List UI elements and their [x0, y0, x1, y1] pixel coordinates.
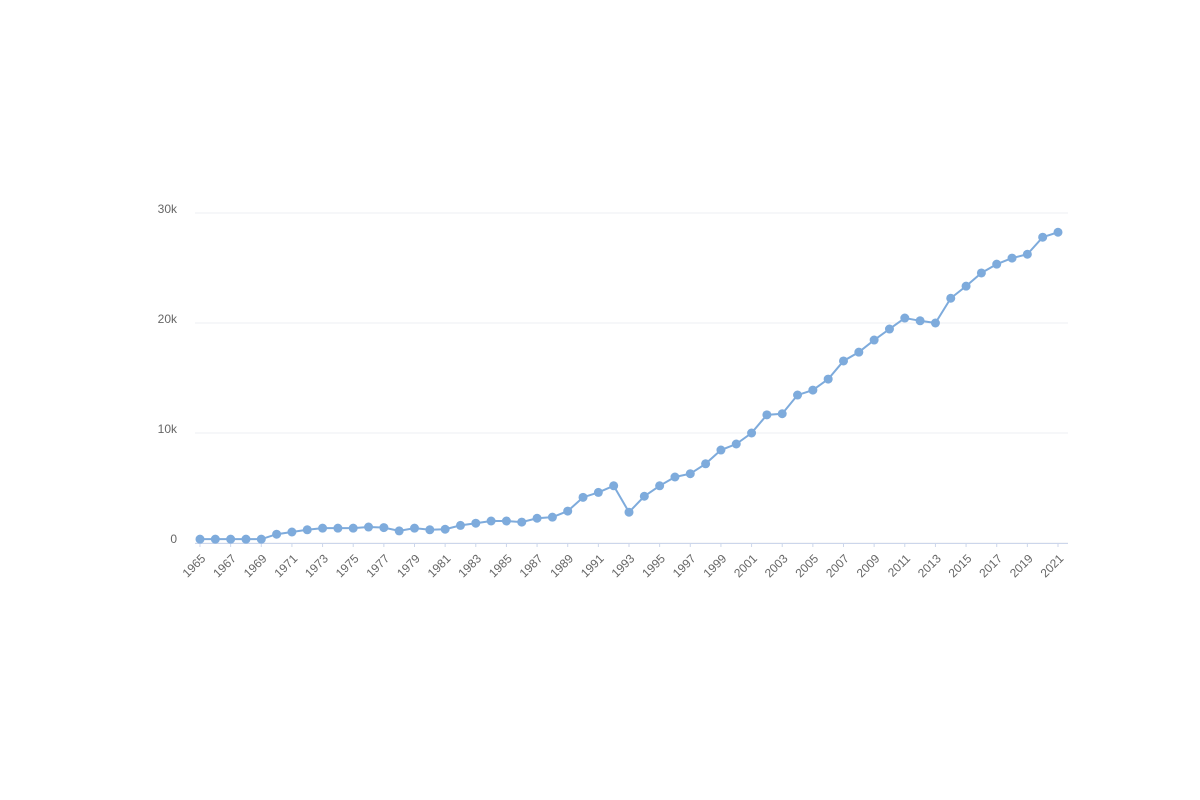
- data-point: [226, 534, 236, 544]
- data-point: [961, 281, 971, 291]
- data-point: [1022, 249, 1032, 259]
- data-point: [364, 522, 374, 532]
- data-point: [410, 523, 419, 533]
- x-tick-label: 2017: [976, 551, 1005, 580]
- data-point: [793, 390, 803, 400]
- data-point: [318, 523, 328, 533]
- data-point: [946, 293, 956, 303]
- x-tick-label: 1995: [639, 551, 668, 580]
- x-tick-label: 1981: [425, 551, 454, 580]
- data-point: [394, 526, 404, 536]
- x-tick-label: 1983: [455, 551, 484, 580]
- data-point: [976, 268, 986, 278]
- data-point: [854, 347, 864, 357]
- x-tick-label: 1989: [547, 551, 576, 580]
- data-point: [302, 525, 312, 535]
- x-tick-label: 1999: [701, 551, 730, 580]
- data-point: [716, 445, 726, 455]
- data-point: [915, 316, 925, 326]
- x-tick-label: 2015: [946, 551, 975, 580]
- data-point: [455, 520, 465, 530]
- data-point: [425, 525, 435, 535]
- x-tick-label: 2005: [792, 551, 821, 580]
- y-tick-label: 0: [170, 532, 177, 546]
- data-point: [517, 517, 527, 527]
- y-tick-label: 10k: [158, 422, 178, 436]
- x-tick-label: 1967: [210, 551, 239, 580]
- data-point: [777, 409, 787, 419]
- x-tick-label: 2009: [854, 551, 883, 580]
- y-tick-label: 20k: [158, 312, 178, 326]
- x-tick-label: 1965: [180, 551, 209, 580]
- data-point: [195, 534, 205, 544]
- data-point: [210, 534, 220, 544]
- x-tick-label: 2003: [762, 551, 791, 580]
- data-point: [547, 512, 557, 522]
- x-tick-label: 2001: [731, 551, 760, 580]
- data-point: [808, 385, 818, 395]
- x-tick-label: 1977: [363, 551, 392, 580]
- data-point: [578, 492, 588, 502]
- data-point: [884, 324, 894, 334]
- data-point: [609, 481, 619, 491]
- x-tick-label: 1991: [578, 551, 607, 580]
- data-point: [532, 513, 542, 523]
- data-point: [731, 439, 741, 449]
- data-point: [869, 335, 879, 345]
- data-point: [900, 313, 910, 323]
- series-line: [200, 231, 1059, 541]
- data-point: [670, 472, 680, 482]
- x-tick-label: 1969: [241, 551, 270, 580]
- data-point: [486, 516, 496, 526]
- data-point: [930, 318, 940, 328]
- data-point: [563, 506, 573, 516]
- x-tick-label: 2011: [885, 551, 913, 579]
- x-tick-label: 2019: [1007, 551, 1036, 580]
- data-point: [348, 523, 358, 533]
- data-point: [747, 428, 757, 438]
- data-point: [593, 487, 603, 497]
- data-point: [1038, 232, 1048, 242]
- x-tick-label: 1971: [272, 551, 301, 580]
- data-point: [333, 523, 343, 533]
- x-tick-label: 1987: [517, 551, 546, 580]
- x-tick-label: 2007: [823, 551, 852, 580]
- x-tick-label: 1993: [609, 551, 638, 580]
- data-point: [639, 491, 649, 501]
- data-point: [992, 259, 1002, 269]
- data-point: [701, 459, 711, 469]
- data-point: [471, 518, 481, 528]
- x-tick-label: 2021: [1038, 551, 1067, 580]
- x-tick-label: 1973: [302, 551, 331, 580]
- data-point: [839, 356, 848, 366]
- data-point: [287, 527, 297, 537]
- data-point: [440, 524, 450, 534]
- x-tick-label: 1975: [333, 551, 362, 580]
- data-point: [762, 410, 772, 420]
- data-point: [655, 481, 665, 491]
- data-point: [823, 374, 833, 384]
- x-tick-label: 1997: [670, 551, 699, 580]
- x-tick-label: 1985: [486, 551, 515, 580]
- data-point: [256, 534, 266, 544]
- data-point: [501, 516, 511, 526]
- data-point: [1053, 227, 1063, 237]
- data-point: [1007, 253, 1017, 263]
- data-point: [624, 507, 634, 517]
- x-tick-label: 2013: [915, 551, 944, 580]
- data-point: [379, 523, 389, 533]
- x-tick-label: 1979: [394, 551, 423, 580]
- y-tick-label: 30k: [158, 202, 178, 216]
- data-point: [272, 529, 282, 539]
- data-point: [685, 469, 695, 479]
- data-point: [241, 534, 251, 544]
